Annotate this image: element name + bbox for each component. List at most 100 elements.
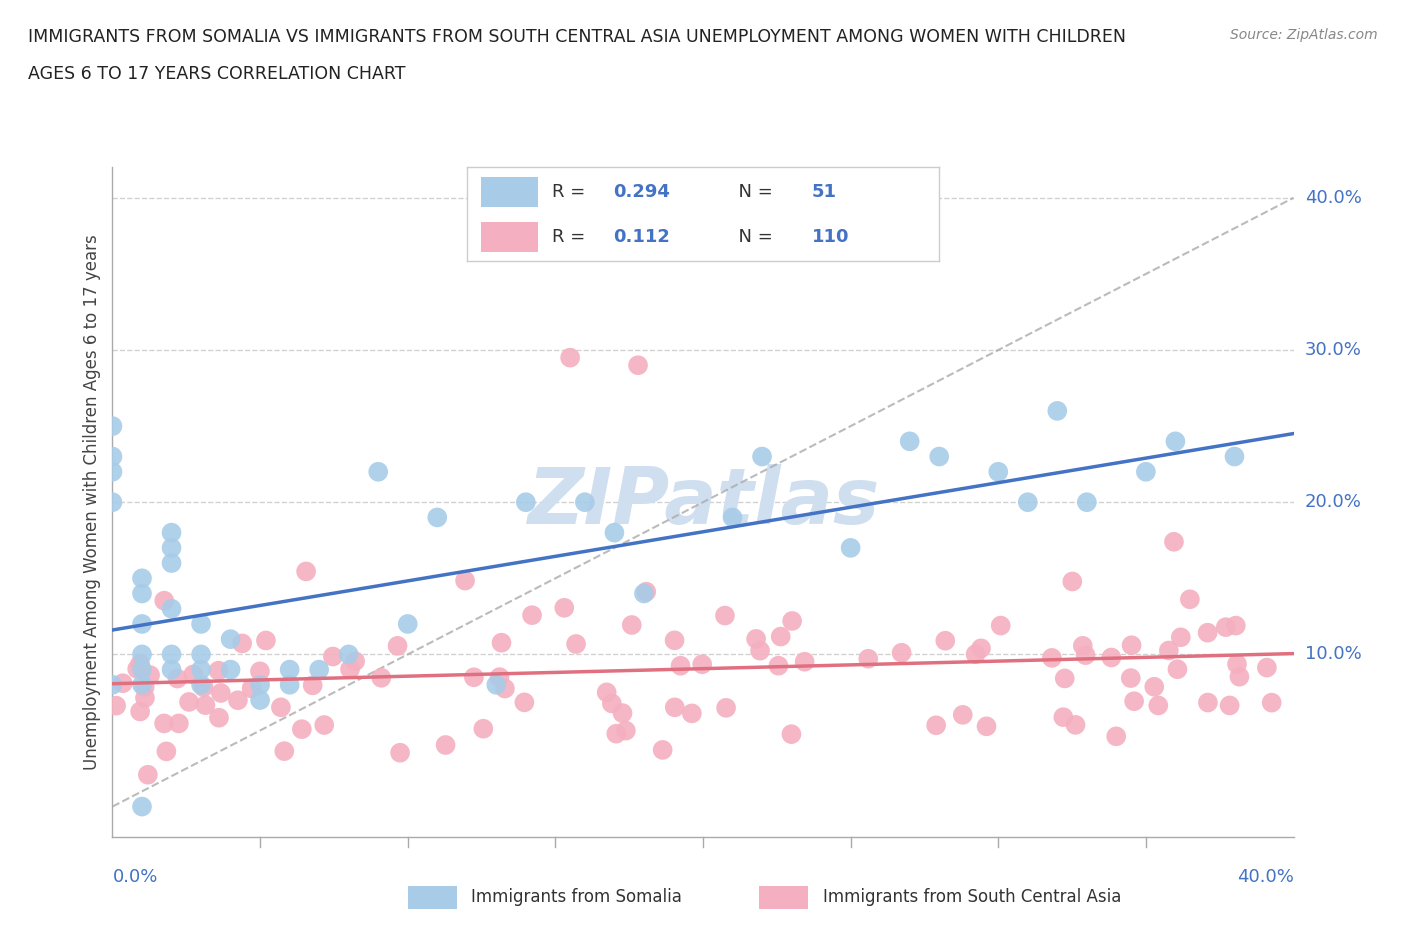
Point <box>970 641 993 656</box>
Point <box>160 662 183 677</box>
Point <box>745 631 768 646</box>
Point <box>558 351 582 365</box>
Point <box>160 602 183 617</box>
Text: 40.0%: 40.0% <box>1237 868 1294 885</box>
Point <box>1046 404 1069 418</box>
Point <box>105 698 128 713</box>
Point <box>291 722 314 737</box>
Point <box>208 711 231 725</box>
Point <box>515 495 537 510</box>
Point <box>1223 449 1246 464</box>
Point <box>651 742 673 757</box>
Point <box>339 662 361 677</box>
Point <box>370 671 392 685</box>
Point <box>1052 710 1074 724</box>
Point <box>627 358 650 373</box>
Point <box>1053 671 1076 685</box>
Point <box>190 617 212 631</box>
Point <box>485 677 508 692</box>
Bar <box>408 885 457 910</box>
Point <box>605 726 627 741</box>
Point <box>600 696 623 711</box>
Point <box>633 586 655 601</box>
Point <box>928 449 950 464</box>
Point <box>278 662 301 677</box>
Point <box>1064 717 1087 732</box>
Point <box>1017 495 1039 510</box>
Text: AGES 6 TO 17 YEARS CORRELATION CHART: AGES 6 TO 17 YEARS CORRELATION CHART <box>28 65 405 83</box>
Point <box>574 495 596 510</box>
Point <box>131 662 153 677</box>
Point <box>769 629 792 644</box>
Point <box>295 564 318 578</box>
Y-axis label: Unemployment Among Women with Children Ages 6 to 17 years: Unemployment Among Women with Children A… <box>83 234 101 770</box>
Point <box>155 744 177 759</box>
Point <box>1225 618 1247 633</box>
Point <box>1157 643 1180 658</box>
Point <box>190 662 212 677</box>
Point <box>136 767 159 782</box>
Point <box>520 607 543 622</box>
Point <box>160 647 183 662</box>
Point <box>226 693 249 708</box>
Point <box>1260 696 1282 711</box>
Point <box>1229 670 1251 684</box>
Point <box>181 667 204 682</box>
Point <box>553 601 575 616</box>
Point <box>925 718 948 733</box>
Point <box>249 677 271 692</box>
Point <box>153 716 176 731</box>
Point <box>491 635 513 650</box>
Point <box>751 449 773 464</box>
Text: IMMIGRANTS FROM SOMALIA VS IMMIGRANTS FROM SOUTH CENTRAL ASIA UNEMPLOYMENT AMONG: IMMIGRANTS FROM SOMALIA VS IMMIGRANTS FR… <box>28 28 1126 46</box>
Point <box>160 540 183 555</box>
Point <box>240 681 263 696</box>
Point <box>101 495 124 510</box>
Point <box>314 718 336 733</box>
Text: Immigrants from South Central Asia: Immigrants from South Central Asia <box>823 888 1121 907</box>
Point <box>1119 671 1142 685</box>
Point <box>1197 695 1219 710</box>
Point <box>219 662 242 677</box>
Point <box>768 658 790 673</box>
Point <box>1143 679 1166 694</box>
Point <box>1197 625 1219 640</box>
Point <box>387 638 409 653</box>
Point <box>454 573 477 588</box>
Text: ZIPatlas: ZIPatlas <box>527 464 879 540</box>
Point <box>193 680 215 695</box>
Point <box>434 737 457 752</box>
Point <box>780 726 803 741</box>
Point <box>134 680 156 695</box>
Point <box>1178 591 1201 606</box>
Point <box>664 700 686 715</box>
Point <box>231 636 253 651</box>
Point <box>463 670 485 684</box>
Point <box>308 662 330 677</box>
Point <box>934 633 956 648</box>
Point <box>153 593 176 608</box>
Point <box>839 540 862 555</box>
Point <box>1166 662 1188 677</box>
Point <box>898 434 921 449</box>
Point <box>858 651 880 666</box>
Point <box>190 647 212 662</box>
Point <box>780 614 803 629</box>
Point <box>1076 495 1098 510</box>
Point <box>367 464 389 479</box>
Point <box>690 657 713 671</box>
Point <box>166 671 188 686</box>
Point <box>129 704 152 719</box>
Point <box>987 464 1010 479</box>
Point <box>139 668 162 683</box>
Point <box>131 586 153 601</box>
Point <box>669 658 692 673</box>
Point <box>612 706 634 721</box>
Point <box>111 676 134 691</box>
Point <box>101 449 124 464</box>
Point <box>101 418 124 433</box>
Point <box>344 654 367 669</box>
Point <box>1215 619 1237 634</box>
Point <box>1123 694 1146 709</box>
Point <box>1170 630 1192 644</box>
